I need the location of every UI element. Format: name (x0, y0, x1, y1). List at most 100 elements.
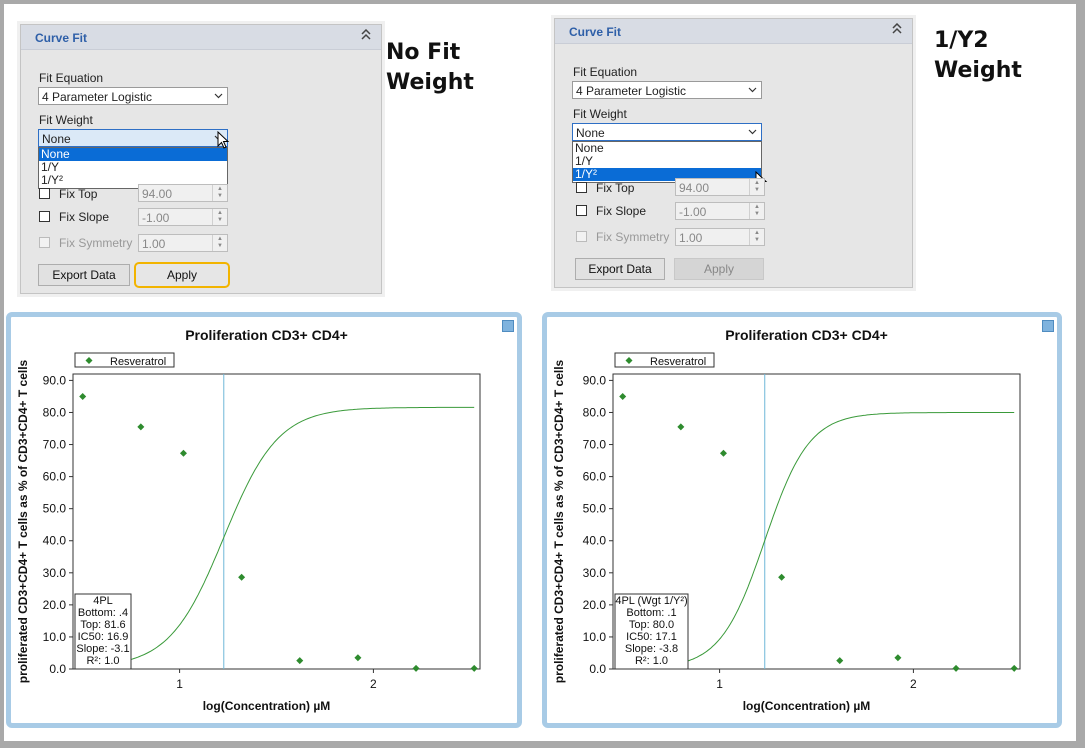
chart-panel-left: Proliferation CD3+ CD4+ 0.0 10.0 20.0 30.0 40… (6, 312, 522, 728)
panel-title: Curve Fit (569, 25, 622, 39)
data-point (778, 573, 786, 581)
y-tick-label: 40.0 (43, 534, 67, 548)
legend-box (74, 352, 175, 368)
data-point (137, 423, 145, 431)
y-tick-label: 80.0 (583, 405, 607, 419)
stats-line: IC50: 16.9 (78, 631, 129, 643)
close-icon[interactable] (502, 320, 514, 332)
y-tick-label: 60.0 (583, 470, 607, 484)
fit-weight-dropdown-list: None 1/Y 1/Y² (38, 147, 228, 189)
data-point (677, 423, 685, 431)
fix-top-label: Fix Top (59, 187, 98, 201)
data-point (619, 392, 627, 400)
export-data-button[interactable]: Export Data (575, 258, 665, 280)
legend-label: Resveratrol (110, 356, 166, 368)
fix-slope-checkbox[interactable] (39, 211, 50, 222)
panel-header[interactable]: Curve Fit (21, 25, 381, 50)
data-point (1010, 664, 1018, 672)
stepper-arrows-icon[interactable]: ▲ ▼ (212, 185, 227, 201)
data-point (894, 654, 902, 662)
dropdown-option-1-y[interactable]: 1/Y (575, 154, 594, 168)
fix-slope-stepper[interactable]: -1.00 ▲ ▼ (675, 202, 765, 220)
y-tick-label: 50.0 (583, 502, 607, 516)
chart-weighted: Proliferation CD3+ CD4+ 0.0 10.0 20.0 30.0 40… (552, 327, 1021, 713)
y-tick-label: 40.0 (583, 534, 607, 548)
legend-label: Resveratrol (650, 356, 706, 368)
data-point (719, 449, 727, 457)
y-axis-label: proliferated CD3+CD4+ T cells as % of CD… (16, 359, 30, 683)
fit-weight-select[interactable]: None (572, 123, 762, 141)
dropdown-option-1-y[interactable]: 1/Y (41, 160, 60, 174)
fix-top-stepper[interactable]: 94.00 ▲ ▼ (675, 178, 765, 196)
panel-title: Curve Fit (35, 31, 88, 45)
panel-header[interactable]: Curve Fit (555, 19, 912, 44)
fit-weight-value: None (42, 132, 71, 146)
fix-top-checkbox[interactable] (576, 182, 587, 193)
curve-fit-panel-left: Curve Fit Fit Equation 4 Parameter Logis… (20, 24, 382, 294)
fix-top-stepper[interactable]: 94.00 ▲ ▼ (138, 184, 228, 202)
fix-slope-label: Fix Slope (596, 204, 647, 218)
x-tick-label: 2 (370, 677, 377, 691)
stepper-arrows-icon[interactable]: ▲ ▼ (749, 203, 764, 219)
annotation-note-left: No Fit Weight (386, 40, 474, 95)
dropdown-option-none[interactable]: None (39, 148, 227, 161)
fix-symmetry-checkbox[interactable] (576, 231, 587, 242)
fix-symmetry-checkbox[interactable] (39, 237, 50, 248)
y-tick-label: 90.0 (583, 373, 607, 387)
fit-weight-select[interactable]: None (38, 129, 228, 147)
fit-weight-dropdown-list: None 1/Y 1/Y² (572, 141, 762, 183)
y-tick-label: 30.0 (43, 566, 67, 580)
fix-slope-checkbox[interactable] (576, 205, 587, 216)
stats-line: R²: 1.0 (86, 655, 119, 667)
y-tick-label: 90.0 (43, 373, 67, 387)
fit-equation-select[interactable]: 4 Parameter Logistic (572, 81, 762, 99)
stats-line: 4PL (Wgt 1/Y²) (615, 595, 687, 607)
stepper-arrows-icon[interactable]: ▲ ▼ (749, 229, 764, 245)
data-point (952, 664, 960, 672)
y-axis-label: proliferated CD3+CD4+ T cells as % of CD… (552, 359, 566, 683)
fix-symmetry-stepper[interactable]: 1.00 ▲ ▼ (675, 228, 765, 246)
collapse-icon[interactable] (361, 28, 373, 43)
stats-line: Top: 80.0 (629, 619, 674, 631)
apply-button[interactable]: Apply (134, 262, 230, 288)
mouse-cursor-icon (217, 131, 230, 149)
collapse-icon[interactable] (892, 22, 904, 37)
plot-area (72, 373, 481, 670)
stats-line: Top: 81.6 (80, 619, 125, 631)
fix-symmetry-value: 1.00 (679, 231, 703, 245)
stepper-arrows-icon[interactable]: ▲ ▼ (212, 209, 227, 225)
stats-line: Bottom: .1 (626, 607, 676, 619)
stats-line: Bottom: .4 (78, 607, 128, 619)
dropdown-option-1-y2[interactable]: 1/Y² (573, 168, 761, 181)
fit-equation-label: Fit Equation (39, 71, 104, 85)
fix-symmetry-label: Fix Symmetry (59, 236, 133, 250)
fit-curve (82, 406, 475, 667)
fit-equation-select[interactable]: 4 Parameter Logistic (38, 87, 228, 105)
chart-panel-right: Proliferation CD3+ CD4+ 0.0 10.0 20.0 30.0 40… (542, 312, 1062, 728)
y-tick-label: 20.0 (583, 598, 607, 612)
fix-top-checkbox[interactable] (39, 188, 50, 199)
data-point (412, 664, 420, 672)
dropdown-option-1-y2[interactable]: 1/Y² (41, 173, 64, 187)
data-point (179, 449, 187, 457)
export-data-button[interactable]: Export Data (38, 264, 130, 286)
data-point (836, 657, 844, 665)
close-icon[interactable] (1042, 320, 1054, 332)
fit-equation-value: 4 Parameter Logistic (42, 90, 153, 104)
fix-slope-stepper[interactable]: -1.00 ▲ ▼ (138, 208, 228, 226)
y-tick-label: 10.0 (43, 630, 67, 644)
data-point (79, 392, 87, 400)
fix-symmetry-stepper[interactable]: 1.00 ▲ ▼ (138, 234, 228, 252)
dropdown-option-none[interactable]: None (575, 141, 604, 155)
x-tick-label: 2 (910, 677, 917, 691)
chart-title: Proliferation CD3+ CD4+ (725, 327, 888, 343)
legend: Resveratrol (74, 352, 175, 368)
fit-weight-label: Fit Weight (573, 107, 627, 121)
fix-symmetry-value: 1.00 (142, 237, 166, 251)
stepper-arrows-icon[interactable]: ▲ ▼ (212, 235, 227, 251)
stepper-arrows-icon[interactable]: ▲ ▼ (749, 179, 764, 195)
apply-button[interactable]: Apply (674, 258, 764, 280)
fix-slope-value: -1.00 (679, 205, 707, 219)
